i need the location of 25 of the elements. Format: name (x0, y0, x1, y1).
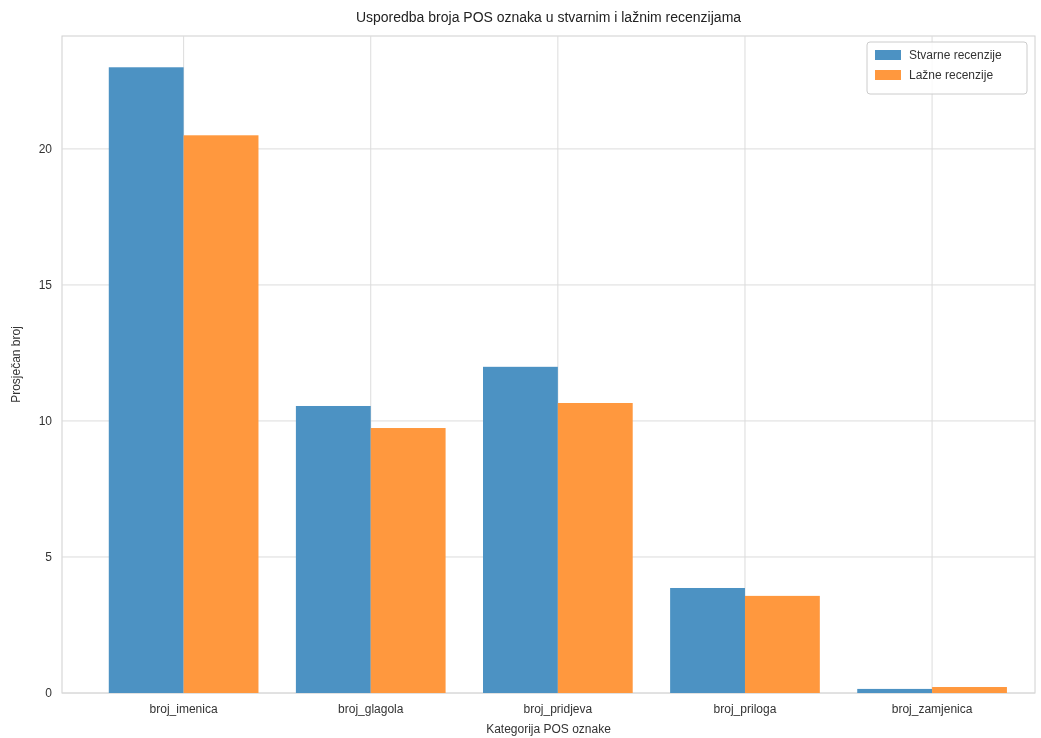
y-tick-label: 0 (45, 686, 53, 701)
bar (932, 687, 1007, 693)
chart-title: Usporedba broja POS oznaka u stvarnim i lažnim recenzijama (355, 9, 742, 25)
x-tick-label: broj_glagola (338, 702, 404, 716)
x-tick-label: broj_priloga (713, 702, 777, 716)
x-tick-label: broj_pridjeva (523, 702, 593, 716)
bar (857, 688, 933, 693)
bar (108, 67, 184, 693)
bar (183, 135, 259, 693)
bar (295, 405, 371, 693)
legend-label: Stvarne recenzije (909, 48, 1003, 63)
bar (370, 428, 446, 693)
bar (670, 587, 745, 693)
x-tick-label: broj_imenica (149, 702, 218, 716)
legend-label: Lažne recenzije (909, 68, 994, 83)
bar (744, 595, 820, 693)
y-axis-title: Prosječan broj (9, 326, 23, 403)
y-tick-label: 5 (45, 550, 53, 565)
y-tick-label: 20 (38, 142, 53, 157)
y-tick-label: 15 (38, 278, 53, 293)
x-tick-label: broj_zamjenica (891, 702, 973, 716)
bar (483, 366, 558, 693)
bar (557, 403, 633, 693)
y-tick-label: 10 (38, 414, 53, 429)
x-axis-title: Kategorija POS oznake (486, 722, 612, 736)
